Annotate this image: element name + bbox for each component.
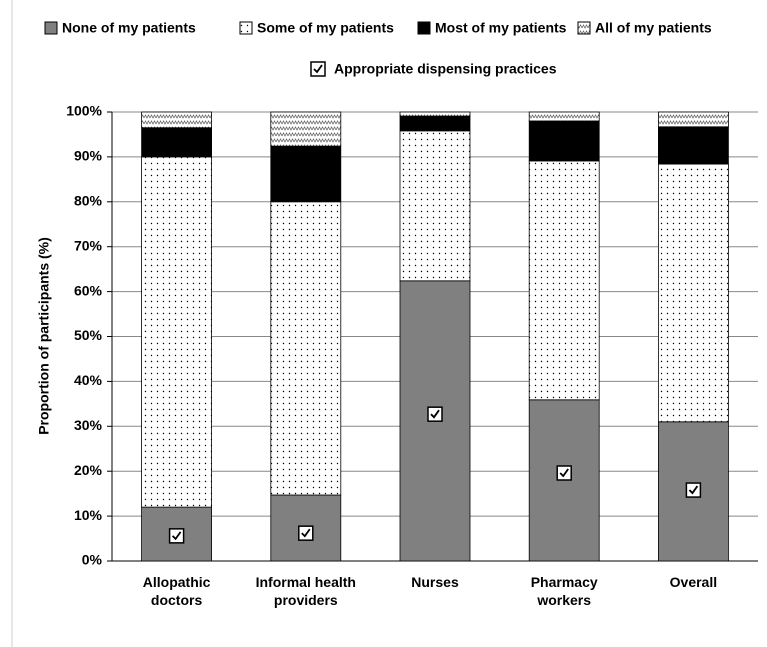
- legend-label: None of my patients: [62, 20, 196, 36]
- legend-swatch: [44, 21, 58, 35]
- bar-segment: [658, 111, 729, 128]
- bar-segment: [399, 130, 471, 282]
- bar-segment: [528, 160, 600, 401]
- bar-segment: [528, 120, 600, 162]
- x-tick-label: Informal health providers: [255, 574, 356, 608]
- y-tick-label: 10%: [74, 507, 103, 523]
- bar-segment: [141, 156, 213, 508]
- bar-segment: [399, 111, 471, 117]
- y-axis-title: Proportion of participants (%): [36, 237, 52, 435]
- check-marker: [685, 482, 702, 498]
- bar-segment: [270, 201, 342, 496]
- x-tick-label: Pharmacy workers: [530, 574, 598, 608]
- legend-label: Some of my patients: [257, 20, 394, 36]
- x-tick-label: Allopathic doctors: [142, 574, 211, 608]
- check-marker: [298, 525, 314, 541]
- bar-segment: [658, 163, 729, 423]
- bar-segment: [658, 126, 729, 165]
- y-tick-label: 90%: [74, 148, 103, 164]
- bar-segment: [528, 111, 600, 122]
- y-tick-label: 50%: [74, 327, 103, 343]
- legend-swatch: [239, 21, 253, 35]
- check-marker: [168, 528, 185, 544]
- x-tick-label: Nurses: [411, 574, 459, 590]
- y-tick-label: 0%: [82, 552, 103, 568]
- y-tick-label: 100%: [66, 103, 102, 119]
- bar-segment: [270, 111, 342, 147]
- bar-segment: [141, 111, 213, 129]
- y-tick-label: 30%: [74, 417, 103, 433]
- legend-label: All of my patients: [595, 20, 712, 36]
- check-marker: [556, 465, 572, 481]
- bar-segment: [399, 115, 471, 132]
- bar-segment: [141, 127, 213, 158]
- check-marker: [427, 406, 443, 422]
- y-tick-label: 40%: [74, 372, 103, 388]
- x-tick-label: Overall: [669, 574, 718, 590]
- legend-label: Appropriate dispensing practices: [334, 61, 557, 77]
- legend-swatch: [577, 21, 591, 35]
- check-marker: [310, 61, 326, 77]
- y-tick-label: 20%: [74, 462, 103, 478]
- y-tick-label: 70%: [74, 237, 103, 253]
- legend-label: Most of my patients: [435, 20, 567, 36]
- bar-segment: [270, 145, 342, 203]
- y-tick-label: 60%: [74, 282, 103, 298]
- legend-swatch: [417, 21, 431, 35]
- y-tick-label: 80%: [74, 193, 103, 209]
